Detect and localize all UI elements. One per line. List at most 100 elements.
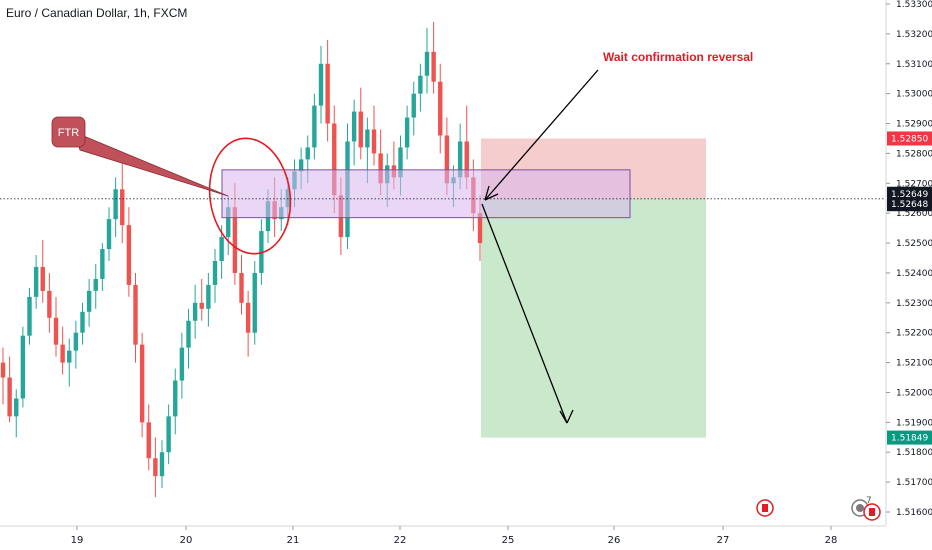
candle-body — [67, 350, 72, 363]
time-tick-label: 26 — [608, 535, 621, 546]
price-tick-label: 1.52200 — [896, 329, 932, 339]
candle-body — [40, 266, 45, 291]
price-tick-label: 1.53200 — [896, 30, 932, 40]
candle-body — [226, 207, 231, 238]
position-zones — [481, 138, 706, 438]
candle-body — [371, 129, 377, 154]
price-tick-label: 1.53300 — [896, 0, 932, 10]
arrow-to-zone-head — [484, 185, 499, 201]
time-tick-label: 28 — [825, 535, 838, 546]
price-tick-label: 1.52300 — [896, 299, 932, 309]
candle-body — [27, 296, 32, 336]
candle-body — [14, 398, 19, 417]
candle-body — [232, 207, 238, 273]
candle-body — [418, 75, 423, 94]
time-tick-label: 27 — [717, 535, 730, 546]
candle-body — [404, 117, 410, 148]
price-tick-label: 1.53100 — [896, 60, 932, 70]
candle-body — [477, 213, 483, 244]
ftr-zone — [221, 169, 631, 219]
price-tick-label: 1.51800 — [896, 448, 932, 458]
price-axis: 1.53300 1.53200 1.53100 1.53000 1.52900 1.528… — [885, 0, 932, 525]
candle-body — [73, 332, 79, 351]
arrow-down-head — [559, 409, 574, 424]
price-tick-label: 1.51900 — [896, 418, 932, 428]
news-badge-dot-icon — [856, 504, 864, 512]
badge-counter: 7 — [866, 496, 872, 506]
candle-body — [378, 153, 383, 184]
ftr-ellipse — [208, 137, 292, 255]
reversal-annotation: Wait confirmation reversal — [603, 50, 753, 64]
price-tick-label: 1.51600 — [896, 508, 932, 518]
candle-body — [358, 111, 363, 148]
candle-body — [100, 249, 105, 279]
candle-body — [332, 123, 337, 196]
candle-body — [424, 51, 430, 76]
candle-body — [305, 147, 310, 160]
candle-body — [0, 362, 6, 378]
time-tick-label: 25 — [502, 535, 515, 546]
candle-body — [444, 135, 450, 184]
stop-price-tag: 1.52850 — [891, 134, 928, 144]
price-tick-label: 1.52900 — [896, 120, 932, 130]
candle-body — [126, 225, 132, 285]
ftr-callout-pointer — [73, 131, 229, 197]
candle-body — [80, 311, 85, 333]
ftr-callout — [51, 116, 86, 148]
candle-body — [146, 422, 151, 459]
chart-title: Euro / Canadian Dollar, 1h, FXCM — [6, 6, 188, 20]
candle-body — [398, 147, 403, 178]
price-tick-label: 1.52500 — [896, 239, 932, 249]
candle-body — [464, 141, 469, 178]
high-price-tag: 1.52649 — [891, 190, 928, 200]
price-tick-label: 1.52800 — [896, 149, 932, 159]
candle-body — [106, 219, 112, 250]
candle-body — [411, 93, 416, 118]
candle-body — [239, 272, 244, 303]
price-tick-label: 1.52100 — [896, 359, 932, 369]
candle-body — [365, 129, 370, 148]
candle-body — [312, 105, 317, 148]
candle-body — [86, 290, 92, 312]
candle-body — [298, 159, 304, 172]
candle-body — [245, 302, 251, 333]
stop-price-tag-bg — [887, 131, 932, 146]
candle-body — [431, 51, 436, 82]
time-tick-label: 19 — [71, 535, 84, 546]
candle-body — [159, 452, 165, 477]
candle-body — [47, 290, 52, 318]
time-tick-label: 22 — [394, 535, 407, 546]
candle-body — [351, 111, 357, 142]
candle-body — [60, 344, 65, 363]
price-tick-label: 1.52000 — [896, 388, 932, 398]
candle-body — [457, 141, 463, 178]
candle-body — [7, 377, 12, 417]
candle-body — [166, 416, 171, 453]
take-profit-zone — [481, 198, 706, 438]
price-tick-label: 1.52600 — [896, 209, 932, 219]
candle-body — [20, 335, 26, 399]
candle-body — [212, 260, 218, 285]
time-tick-label: 21 — [287, 535, 300, 546]
price-tick-label: 1.52700 — [896, 179, 932, 189]
candle-body — [199, 302, 204, 309]
arrow-to-zone — [484, 69, 599, 201]
drawing-overlays: FTR Wait confirmation reversal 7 — [0, 50, 886, 521]
time-tick-label: 20 — [180, 535, 193, 546]
candle-body — [139, 344, 145, 423]
candle-body — [153, 458, 158, 477]
last-price-tag-bg — [887, 197, 932, 212]
candle-body — [93, 278, 98, 291]
candle-body — [33, 266, 39, 297]
candles — [0, 21, 483, 498]
target-price-tag-bg — [887, 430, 932, 445]
candle-body — [186, 320, 191, 348]
candle-body — [179, 347, 185, 381]
price-tick-label: 1.53000 — [896, 90, 932, 100]
candle-body — [133, 284, 138, 345]
event-badge-flag-icon — [762, 504, 768, 512]
event-badge-2-flag-icon — [869, 508, 875, 516]
target-price-tag: 1.51849 — [891, 434, 928, 444]
